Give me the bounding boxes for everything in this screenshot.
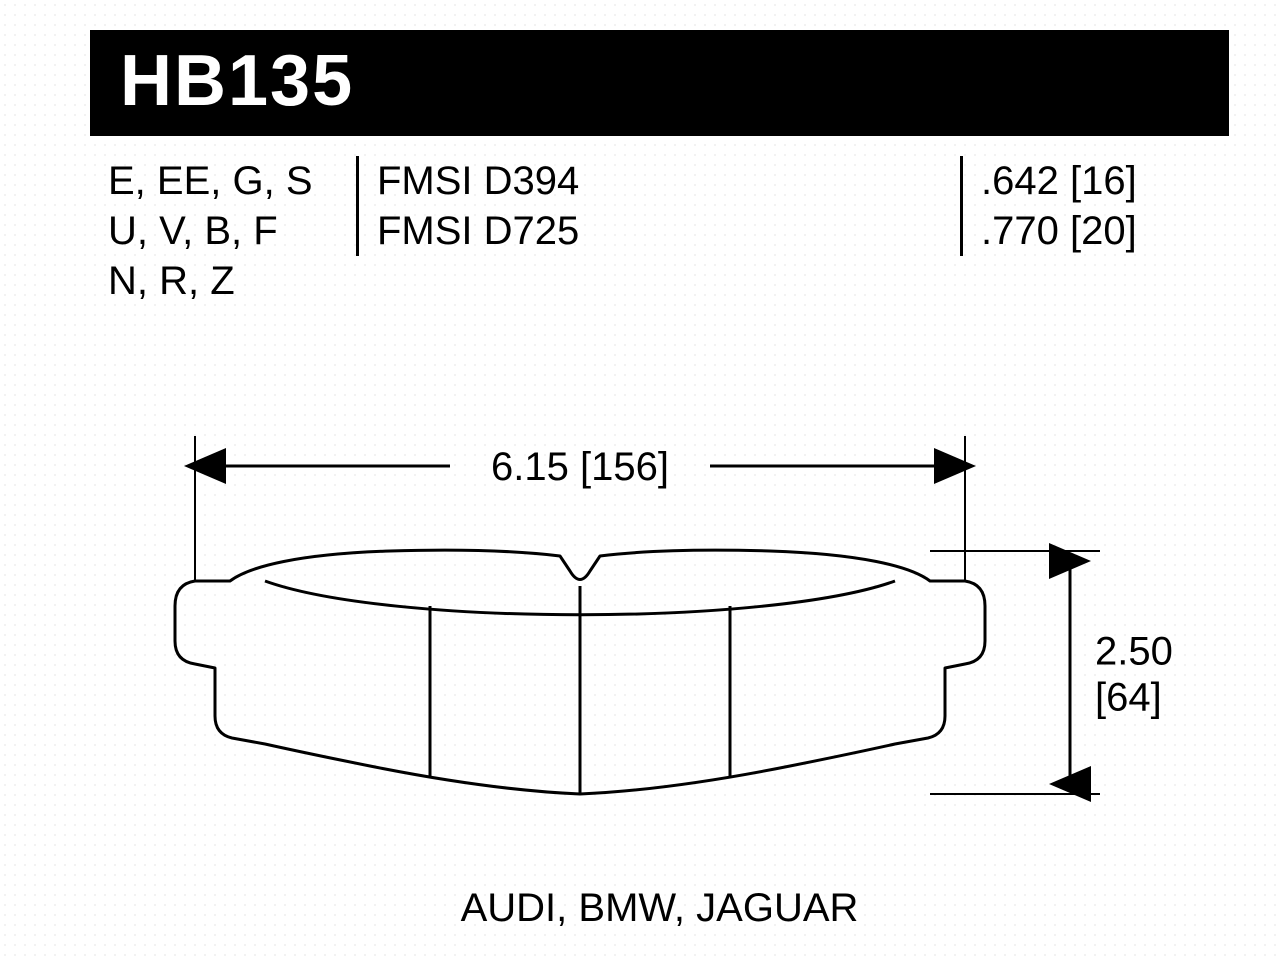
part-number-header: HB135 (90, 30, 1229, 136)
thickness-line: .642 [16] (981, 156, 1211, 206)
svg-text:[64]: [64] (1095, 676, 1162, 720)
fmsi-line: FMSI D725 (377, 206, 637, 256)
applications-text: AUDI, BMW, JAGUAR (461, 886, 859, 930)
compound-line: N, R, Z (108, 256, 338, 306)
compound-line: U, V, B, F (108, 206, 338, 256)
svg-text:6.15 [156]: 6.15 [156] (491, 445, 669, 489)
fmsi-line: FMSI D394 (377, 156, 637, 206)
spec-row: E, EE, G, S U, V, B, F N, R, Z FMSI D394… (90, 156, 1229, 306)
svg-text:2.50: 2.50 (1095, 630, 1173, 674)
part-number: HB135 (120, 41, 354, 121)
compound-line: E, EE, G, S (108, 156, 338, 206)
thickness-line: .770 [20] (981, 206, 1211, 256)
fmsi-column: FMSI D394 FMSI D725 (356, 156, 655, 256)
brake-pad-drawing: 6.15 [156] 2.50[64] (90, 336, 1229, 876)
thickness-column: .642 [16] .770 [20] (960, 156, 1229, 256)
applications-footer: AUDI, BMW, JAGUAR (90, 886, 1229, 931)
drawing-svg: 6.15 [156] 2.50[64] (90, 336, 1230, 876)
compounds-column: E, EE, G, S U, V, B, F N, R, Z (90, 156, 356, 306)
page: HB135 E, EE, G, S U, V, B, F N, R, Z FMS… (0, 0, 1279, 960)
